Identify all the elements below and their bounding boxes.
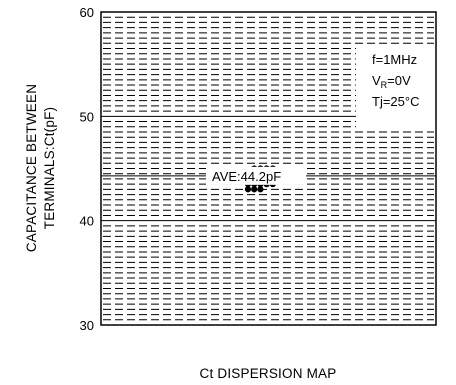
data-point (257, 186, 264, 193)
condition-frequency: f=1MHz (372, 52, 417, 67)
y-tick-label: 60 (80, 5, 94, 20)
plot-frame (100, 11, 437, 326)
condition-voltage-value: =0V (387, 73, 411, 88)
conditions-box (356, 44, 436, 130)
average-label: AVE:44.2pF (212, 169, 281, 184)
y-tick-label: 50 (80, 109, 94, 124)
condition-voltage: VR=0V (372, 73, 411, 90)
y-tick-labels: 30 40 50 60 (80, 5, 94, 333)
y-axis-title-line2: TERMINALS:Ct(pF) (42, 107, 57, 229)
y-tick-label: 30 (80, 318, 94, 333)
condition-voltage-subscript: R (381, 80, 388, 90)
data-point (244, 186, 252, 193)
data-point (251, 186, 258, 193)
x-axis-title: Ct DISPERSION MAP (200, 366, 337, 381)
y-axis-title: CAPACITANCE BETWEEN TERMINALS:Ct(pF) (24, 84, 57, 252)
y-tick-label: 40 (80, 214, 94, 229)
y-axis-title-line1: CAPACITANCE BETWEEN (24, 84, 39, 252)
grid-lines (103, 16, 434, 321)
average-label-background (206, 166, 306, 185)
condition-voltage-symbol: V (372, 73, 381, 88)
condition-temperature: Tj=25°C (372, 94, 419, 109)
